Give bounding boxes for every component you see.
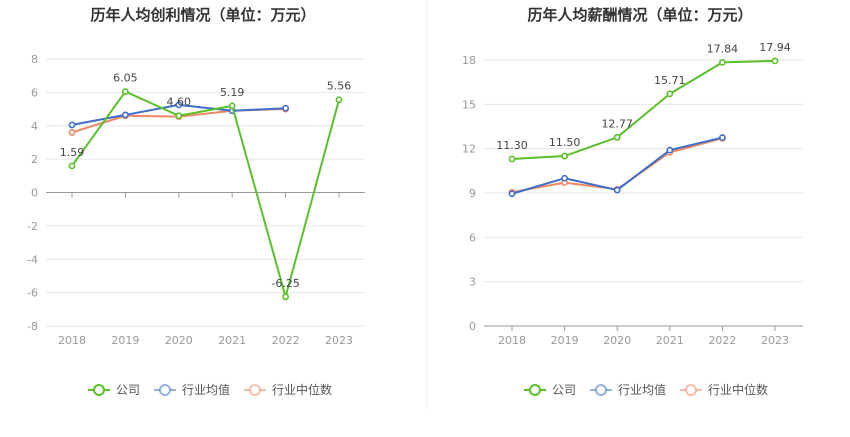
profit-per-capita-chart: 历年人均创利情况（单位：万元） 8 6 4 2 0 -2 -4 -6 -8 2018 2019 2020… (27, 6, 365, 397)
legend-industry-median-marker (685, 384, 697, 396)
legend-industry-mean-marker (159, 384, 171, 396)
series-line-industry-mean (511, 136, 723, 195)
data-label: 12.77 (601, 117, 633, 130)
data-point-company (282, 293, 289, 301)
x-tick-label: 2022 (272, 334, 300, 347)
data-point-company (613, 133, 621, 141)
data-label: 17.94 (759, 41, 791, 54)
data-label: -6.25 (271, 277, 299, 290)
chart-title: 历年人均创利情况（单位：万元） (90, 6, 315, 24)
data-point-industry-mean (282, 104, 289, 112)
data-label: 11.30 (496, 139, 528, 152)
series-line-company (71, 90, 340, 298)
data-label: 15.71 (654, 74, 686, 87)
legend-industry-median-marker (249, 384, 261, 396)
data-point-company (175, 112, 183, 120)
x-tick-label: 2019 (551, 334, 579, 347)
x-tick-label: 2021 (656, 334, 684, 347)
data-point-company (561, 152, 568, 160)
legend-company-marker (529, 384, 541, 396)
y-tick-label: -8 (27, 320, 38, 333)
y-tick-label: 4 (31, 120, 38, 133)
data-point-company (508, 155, 516, 163)
chart-title: 历年人均薪酬情况（单位：万元） (527, 6, 752, 24)
data-point-company (335, 96, 343, 104)
data-label: 11.50 (549, 136, 581, 149)
y-tick-label: -6 (27, 287, 38, 300)
data-point-company (122, 88, 129, 95)
data-label: 5.19 (220, 86, 245, 99)
legend-industry-mean-marker (595, 384, 607, 396)
y-tick-label: 6 (469, 231, 476, 244)
data-point-industry-mean (666, 146, 674, 154)
data-point-company (228, 102, 236, 110)
y-tick-label: 3 (469, 276, 476, 289)
legend-company-label: 公司 (552, 383, 576, 397)
legend-company-label: 公司 (116, 383, 140, 397)
x-tick-label: 2019 (111, 334, 139, 347)
x-tick-label: 2018 (498, 334, 526, 347)
y-tick-label: 2 (31, 153, 38, 166)
y-tick-label: 6 (31, 86, 38, 99)
data-point-industry-mean (508, 190, 516, 198)
x-tick-label: 2018 (58, 334, 86, 347)
data-label: 4.60 (167, 96, 192, 109)
x-tick-label: 2023 (325, 334, 353, 347)
data-point-industry-mean (68, 121, 76, 129)
y-tick-label: -2 (27, 220, 38, 233)
x-tick-label: 2020 (603, 334, 631, 347)
data-point-company (68, 162, 76, 170)
series-line-company (511, 59, 776, 161)
legend-industry-mean-label: 行业均值 (618, 382, 666, 397)
data-point-industry-mean (175, 101, 183, 109)
data-point-industry-mean (613, 186, 621, 194)
data-point-industry-mean (719, 134, 726, 141)
legend-industry-median-label: 行业中位数 (272, 382, 332, 397)
data-point-company (771, 57, 779, 65)
legend-industry-median-label: 行业中位数 (708, 382, 768, 397)
x-tick-label: 2021 (218, 334, 246, 347)
y-tick-label: 18 (462, 54, 476, 67)
x-tick-label: 2020 (165, 334, 193, 347)
legend-industry-mean-label: 行业均值 (182, 382, 230, 397)
data-point-company (666, 90, 674, 98)
x-tick-label: 2022 (708, 334, 736, 347)
data-point-industry-median (68, 129, 76, 136)
data-point-industry-mean (561, 174, 568, 182)
data-label: 6.05 (113, 72, 138, 85)
x-tick-label: 2023 (761, 334, 789, 347)
data-point-company (719, 58, 726, 66)
salary-per-capita-chart: 历年人均薪酬情况（单位：万元） 18 15 12 9 6 3 0 2018 2019 2020 202… (462, 6, 803, 397)
data-label: 17.84 (707, 42, 739, 55)
data-point-industry-mean (122, 111, 129, 119)
y-tick-label: 0 (31, 187, 38, 200)
y-tick-label: 9 (469, 187, 476, 200)
y-tick-label: 15 (462, 98, 476, 111)
legend-company-marker (93, 384, 105, 396)
y-tick-label: 12 (462, 143, 476, 156)
y-tick-label: 8 (31, 53, 38, 66)
data-label: 1.59 (60, 146, 85, 159)
y-tick-label: 0 (469, 320, 476, 333)
data-label: 5.56 (327, 80, 352, 93)
y-tick-label: -4 (27, 253, 38, 266)
